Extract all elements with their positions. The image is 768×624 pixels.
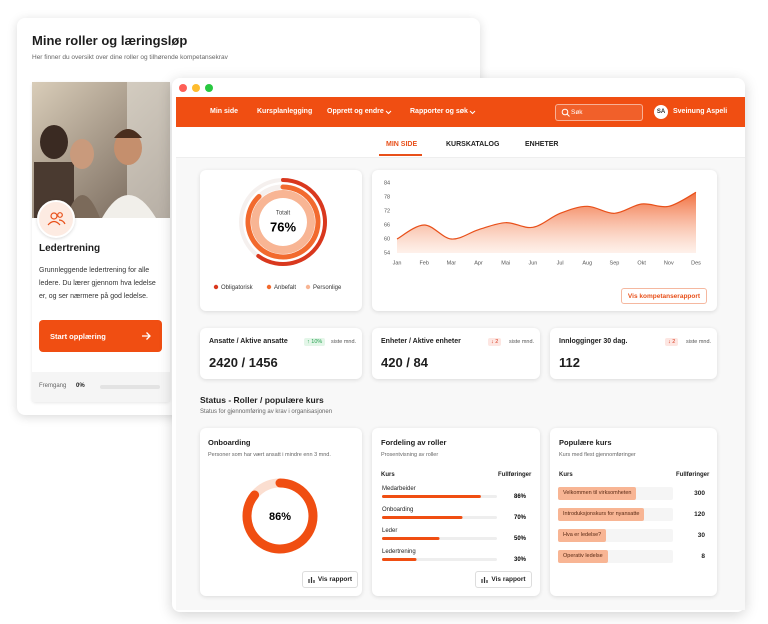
- onboarding-title: Onboarding: [208, 438, 251, 447]
- popular-title: Populære kurs: [559, 438, 612, 447]
- donut-card: [200, 170, 362, 311]
- course-photo: [32, 82, 170, 218]
- kpi-card: [372, 328, 540, 379]
- status-title: Status - Roller / populære kurs: [200, 395, 324, 405]
- kpi-value: 420 / 84: [381, 355, 428, 370]
- kpi-value: 2420 / 1456: [209, 355, 278, 370]
- nav-item[interactable]: Min side: [210, 108, 239, 115]
- column-header: Fullføringer: [676, 472, 710, 478]
- column-header: Fullføringer: [498, 472, 532, 478]
- kpi-badge: ↓ 2: [665, 338, 679, 346]
- avatar[interactable]: SA: [654, 105, 668, 119]
- course-pill[interactable]: Velkommen til virksomheten: [558, 487, 637, 500]
- arrow-icon: [142, 332, 151, 340]
- chart-icon: [481, 577, 488, 583]
- tab[interactable]: ENHETER: [525, 141, 559, 148]
- kpi-badge: ↑ 10%: [304, 338, 326, 346]
- report-button-label: Vis rapport: [491, 576, 526, 583]
- kpi-badge-note: siste mnd.: [686, 339, 712, 345]
- search-box[interactable]: Søk: [555, 104, 643, 121]
- kpi-card: [550, 328, 717, 379]
- window-dot[interactable]: [205, 84, 213, 92]
- role-name: Ledertrening: [382, 549, 416, 555]
- report-button-label: Vis rapport: [317, 576, 353, 583]
- nav-item[interactable]: Kursplanlegging: [257, 108, 313, 115]
- window-dot[interactable]: [192, 84, 200, 92]
- course-icon: [37, 200, 75, 238]
- people-icon: [47, 212, 66, 226]
- roles-subtitle: Prosentvisning av roller: [381, 452, 439, 458]
- window-dot[interactable]: [179, 84, 187, 92]
- progress-value: 0%: [76, 383, 85, 389]
- course-count: 30: [697, 532, 705, 539]
- competence-report-button[interactable]: Vis kompetanserapport: [621, 288, 707, 304]
- roles-card: [372, 428, 540, 596]
- role-name: Onboarding: [382, 507, 414, 513]
- column-header: Kurs: [559, 472, 573, 478]
- kpi-badge-note: siste mnd.: [509, 339, 535, 345]
- roles-title: Fordeling av roller: [381, 438, 447, 447]
- course-pill[interactable]: Hva er ledelse?: [558, 529, 607, 542]
- start-button-label: Start opplæring: [50, 332, 106, 341]
- chart-icon: [308, 577, 315, 583]
- search-icon: [561, 108, 570, 117]
- course-pill[interactable]: Introduksjonskurs for nyansatte: [558, 508, 645, 521]
- course-count: 120: [694, 511, 705, 518]
- kpi-badge-note: siste mnd.: [331, 339, 357, 345]
- role-name: Leder: [382, 528, 398, 534]
- course-pill[interactable]: Operativ ledelse: [558, 550, 608, 563]
- kpi-title: Ansatte / Aktive ansatte: [209, 338, 288, 345]
- search-placeholder: Søk: [571, 109, 583, 116]
- kpi-value: 112: [559, 355, 580, 370]
- status-subtitle: Status for gjennomføring av krav i organ…: [200, 409, 333, 415]
- role-name: Medarbeider: [382, 486, 416, 492]
- popular-subtitle: Kurs med flest gjennomføringer: [559, 452, 636, 458]
- start-button[interactable]: Start opplæring: [39, 320, 162, 352]
- column-header: Kurs: [381, 472, 395, 478]
- onboarding-description: Personer som har vært ansatt i mindre en…: [208, 452, 331, 458]
- report-button[interactable]: Vis rapport: [302, 571, 358, 588]
- nav-item[interactable]: Opprett og endre: [327, 108, 384, 115]
- back-subtitle: Her finner du oversikt over dine roller …: [32, 54, 228, 61]
- progress-label: Fremgang: [39, 383, 67, 389]
- nav-bar: [176, 97, 745, 127]
- kpi-card: [200, 328, 362, 379]
- course-description: Grunnleggende ledertrening for alle lede…: [39, 267, 156, 300]
- tab[interactable]: KURSKATALOG: [446, 141, 500, 148]
- course-count: 300: [694, 490, 705, 497]
- user-name[interactable]: Sveinung Aspeli: [673, 108, 728, 115]
- course-count: 8: [701, 553, 705, 560]
- course-title: Ledertrening: [39, 243, 101, 254]
- kpi-title: Enheter / Aktive enheter: [381, 338, 461, 345]
- report-button[interactable]: Vis rapport: [475, 571, 532, 588]
- kpi-title: Innlogginger 30 dag.: [559, 338, 628, 345]
- tab[interactable]: MIN SIDE: [386, 141, 418, 148]
- back-title: Mine roller og læringsløp: [32, 33, 188, 48]
- nav-item[interactable]: Rapporter og søk: [410, 108, 468, 115]
- kpi-badge: ↓ 2: [488, 338, 502, 346]
- progress-track: [100, 385, 160, 389]
